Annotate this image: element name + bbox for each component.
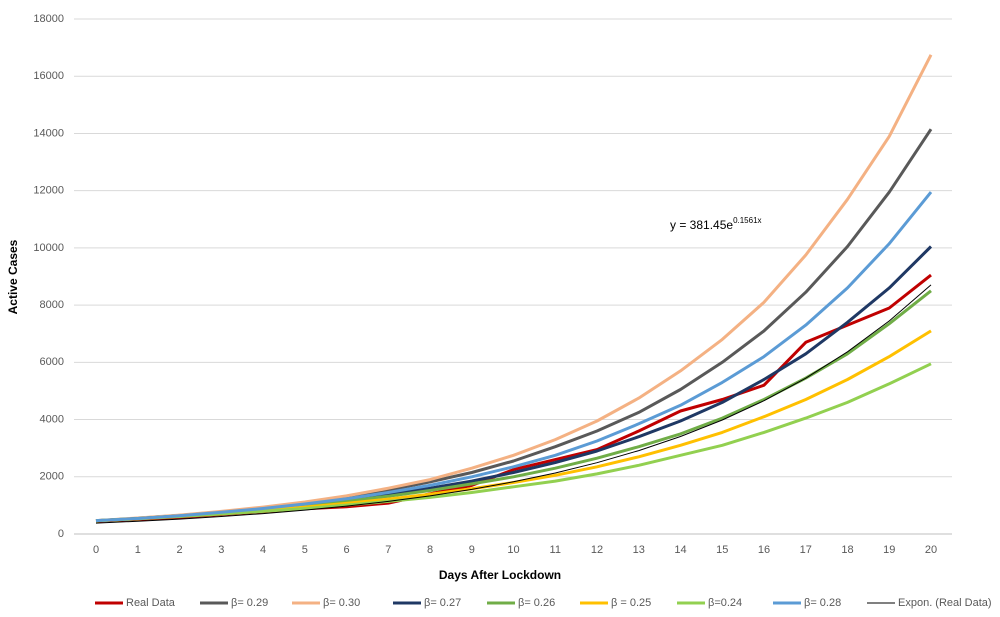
- series-line: [95, 329, 932, 523]
- legend-label: β=0.24: [708, 597, 742, 609]
- y-tick-label: 8000: [40, 299, 64, 311]
- series-line: [95, 54, 933, 523]
- legend-label: β= 0.29: [231, 597, 268, 609]
- x-tick-label: 14: [674, 544, 686, 556]
- x-tick-label: 5: [302, 544, 308, 556]
- equation-text: y = 381.45e: [670, 218, 733, 232]
- x-tick-label: 10: [507, 544, 519, 556]
- legend-label: β= 0.27: [424, 597, 461, 609]
- legend-label: Real Data: [126, 597, 176, 609]
- x-tick-label: 13: [633, 544, 645, 556]
- equation-exponent: 0.1561x: [733, 216, 761, 225]
- y-tick-label: 6000: [40, 356, 64, 368]
- y-axis-label: Active Cases: [6, 239, 20, 314]
- x-tick-label: 6: [343, 544, 349, 556]
- x-tick-label: 4: [260, 544, 266, 556]
- y-tick-label: 18000: [33, 13, 64, 25]
- x-tick-label: 7: [385, 544, 391, 556]
- y-tick-label: 14000: [33, 127, 64, 139]
- x-tick-label: 9: [469, 544, 475, 556]
- legend-label: β= 0.26: [518, 597, 555, 609]
- y-tick-label: 10000: [33, 242, 64, 254]
- x-tick-label: 19: [883, 544, 895, 556]
- x-tick-label: 17: [800, 544, 812, 556]
- x-tick-label: 1: [135, 544, 141, 556]
- legend-label: β= 0.30: [323, 597, 360, 609]
- y-tick-label: 12000: [33, 185, 64, 197]
- x-tick-label: 8: [427, 544, 433, 556]
- legend-label: β = 0.25: [611, 597, 651, 609]
- x-tick-label: 0: [93, 544, 99, 556]
- y-tick-label: 16000: [33, 70, 64, 82]
- x-tick-label: 2: [176, 544, 182, 556]
- x-axis-label: Days After Lockdown: [439, 568, 561, 582]
- x-tick-label: 18: [841, 544, 853, 556]
- legend-label: β= 0.28: [804, 597, 841, 609]
- series-line: [95, 191, 933, 523]
- y-tick-label: 0: [58, 528, 64, 540]
- series-line: [95, 362, 932, 523]
- x-tick-label: 20: [925, 544, 937, 556]
- legend-label: Expon. (Real Data): [898, 597, 992, 609]
- x-tick-label: 11: [550, 544, 561, 556]
- series-line: [95, 245, 933, 523]
- trend-equation: y = 381.45e0.1561x: [670, 216, 762, 232]
- x-tick-label: 16: [758, 544, 770, 556]
- x-tick-label: 12: [591, 544, 603, 556]
- y-tick-label: 4000: [40, 413, 64, 425]
- x-tick-label: 15: [716, 544, 728, 556]
- x-tick-label: 3: [218, 544, 224, 556]
- y-tick-label: 2000: [40, 471, 64, 483]
- series-line: [95, 284, 932, 524]
